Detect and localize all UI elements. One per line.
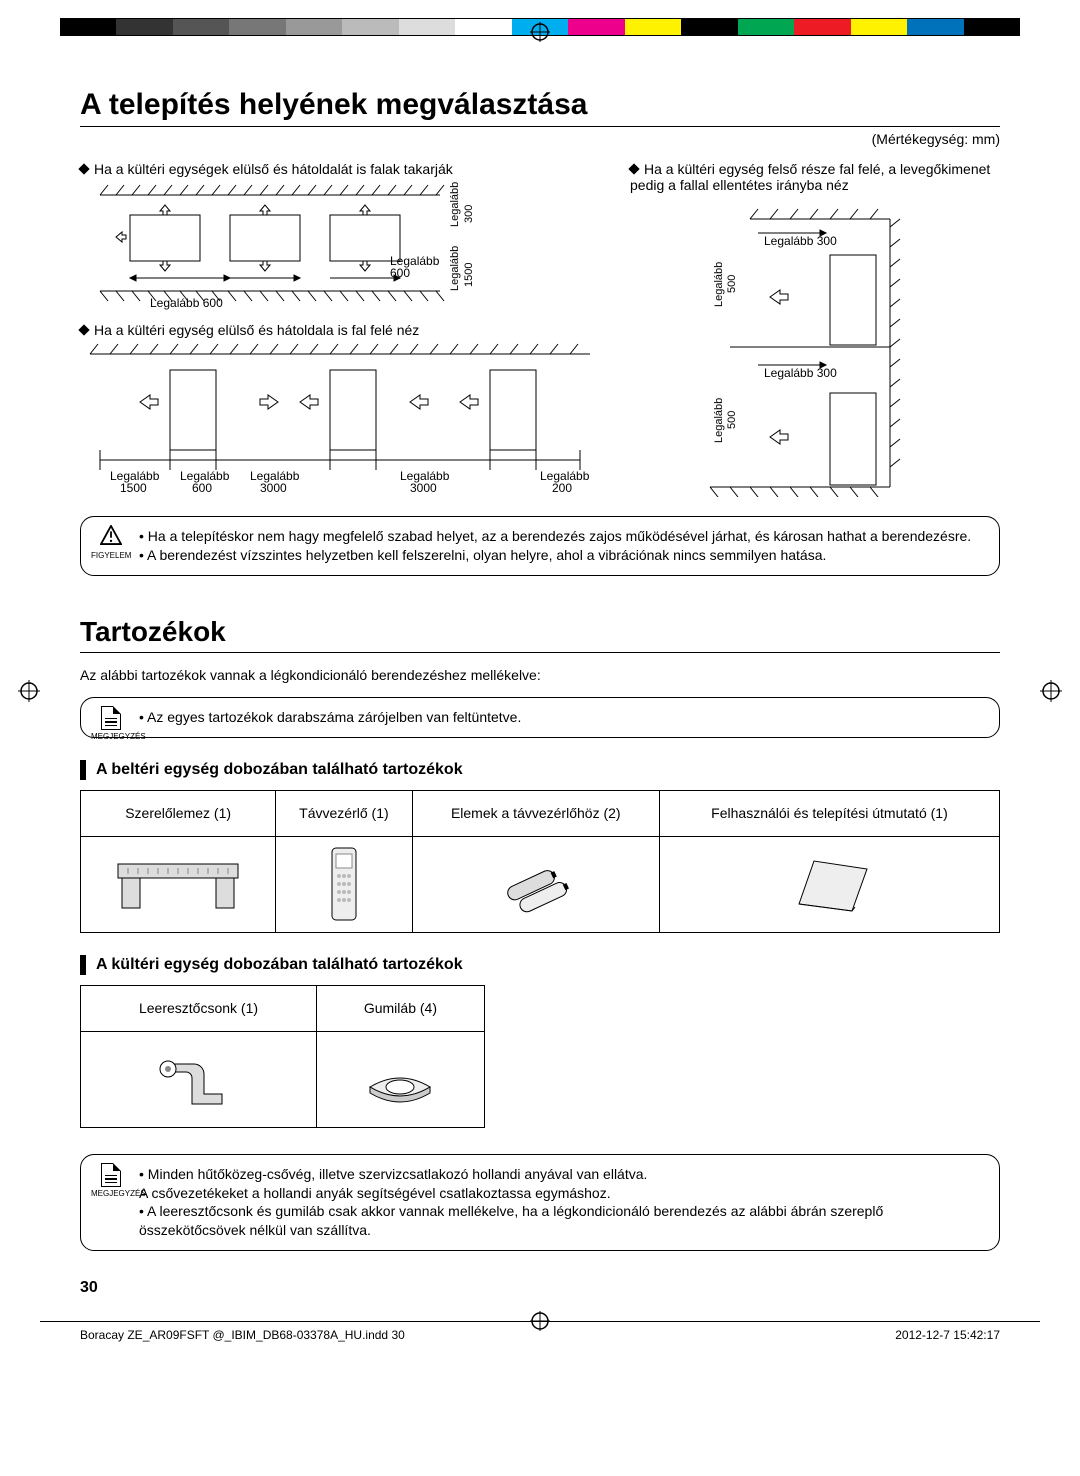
svg-text:Legalább: Legalább — [713, 262, 725, 307]
footer-filename: Boracay ZE_AR09FSFT @_IBIM_DB68-03378A_H… — [80, 1328, 405, 1342]
note-item: Minden hűtőközeg-csővég, illetve szerviz… — [139, 1165, 987, 1203]
table-header: Távvezérlő (1) — [276, 790, 412, 836]
diagram-b: Legalább1500 Legalább600 Legalább3000 Le… — [80, 342, 600, 492]
table-header: Szerelőlemez (1) — [81, 790, 276, 836]
svg-text:Legalább 300: Legalább 300 — [764, 234, 837, 248]
accessory-image-manual — [659, 836, 999, 932]
warning-item: Ha a telepítéskor nem hagy megfelelő sza… — [139, 527, 987, 546]
note-icon: MEGJEGYZÉS — [91, 706, 131, 743]
svg-text:Legalább3000: Legalább3000 — [250, 469, 300, 492]
svg-text:Legalább 600: Legalább 600 — [150, 296, 223, 310]
indoor-accessories-table: Szerelőlemez (1) Távvezérlő (1) Elemek a… — [80, 790, 1000, 933]
diagram-a-caption: Ha a kültéri egységek elülső és hátoldal… — [80, 161, 600, 177]
page-number: 30 — [80, 1279, 1000, 1297]
svg-text:Legalább: Legalább — [449, 182, 461, 227]
page-title-1: A telepítés helyének megválasztása — [80, 88, 1000, 127]
diagram-c: Legalább 300 Legalább 300 Legalább 500 L… — [630, 197, 930, 497]
svg-text:Legalább1500: Legalább1500 — [110, 469, 160, 492]
table-header: Elemek a távvezérlőhöz (2) — [412, 790, 659, 836]
warning-icon: FIGYELEM — [91, 525, 131, 562]
svg-text:Legalább: Legalább — [713, 398, 725, 443]
table-header: Gumiláb (4) — [317, 985, 485, 1031]
table-header: Felhasználói és telepítési útmutató (1) — [659, 790, 999, 836]
svg-text:Legalább: Legalább — [449, 246, 461, 291]
page-title-2: Tartozékok — [80, 616, 1000, 653]
svg-text:Legalább200: Legalább200 — [540, 469, 590, 492]
crop-line: Boracay ZE_AR09FSFT @_IBIM_DB68-03378A_H… — [40, 1321, 1040, 1351]
outdoor-accessories-table: Leeresztőcsonk (1) Gumiláb (4) — [80, 985, 485, 1128]
accessory-image-remote — [276, 836, 412, 932]
svg-text:Legalább3000: Legalább3000 — [400, 469, 450, 492]
note-icon: MEGJEGYZÉS — [91, 1163, 131, 1200]
unit-label: (Mértékegység: mm) — [80, 131, 1000, 147]
svg-text:1500: 1500 — [463, 263, 475, 287]
svg-text:Legalább 300: Legalább 300 — [764, 366, 837, 380]
subheading-indoor: A beltéri egység dobozában található tar… — [80, 760, 1000, 780]
accessory-image-drain-plug — [81, 1031, 317, 1127]
warning-label: FIGYELEM — [91, 551, 131, 562]
accessory-image-rubber-foot — [317, 1031, 485, 1127]
svg-text:500: 500 — [726, 411, 738, 429]
note-callout-1: MEGJEGYZÉS Az egyes tartozékok darabszám… — [80, 697, 1000, 738]
registration-mark-right — [1040, 680, 1062, 702]
accessory-image-mounting-plate — [81, 836, 276, 932]
note-item: A leeresztőcsonk és gumiláb csak akkor v… — [139, 1202, 987, 1240]
warning-item: A berendezést vízszintes helyzetben kell… — [139, 546, 987, 565]
diagram-c-caption: Ha a kültéri egység felső része fal felé… — [630, 161, 1000, 193]
footer-timestamp: 2012-12-7 15:42:17 — [895, 1328, 1000, 1342]
registration-mark-bottom — [530, 1311, 550, 1337]
warning-callout: FIGYELEM Ha a telepítéskor nem hagy megf… — [80, 516, 1000, 576]
table-header: Leeresztőcsonk (1) — [81, 985, 317, 1031]
subheading-outdoor: A kültéri egység dobozában található tar… — [80, 955, 1000, 975]
diagram-b-caption: Ha a kültéri egység elülső és hátoldala … — [80, 322, 600, 338]
note-label: MEGJEGYZÉS — [91, 732, 131, 743]
note-callout-2: MEGJEGYZÉS Minden hűtőközeg-csővég, ille… — [80, 1154, 1000, 1252]
diagram-a: Legalább 600 Legalább600 Legalább 300 Le… — [80, 181, 500, 311]
svg-text:300: 300 — [463, 205, 475, 223]
note-label: MEGJEGYZÉS — [91, 1189, 131, 1200]
accessory-image-batteries — [412, 836, 659, 932]
note-item: Az egyes tartozékok darabszáma zárójelbe… — [139, 708, 987, 727]
svg-text:Legalább600: Legalább600 — [180, 469, 230, 492]
svg-text:Legalább600: Legalább600 — [390, 254, 440, 280]
svg-text:500: 500 — [726, 275, 738, 293]
registration-mark-left — [18, 680, 40, 702]
intro-text: Az alábbi tartozékok vannak a légkondici… — [80, 667, 1000, 683]
